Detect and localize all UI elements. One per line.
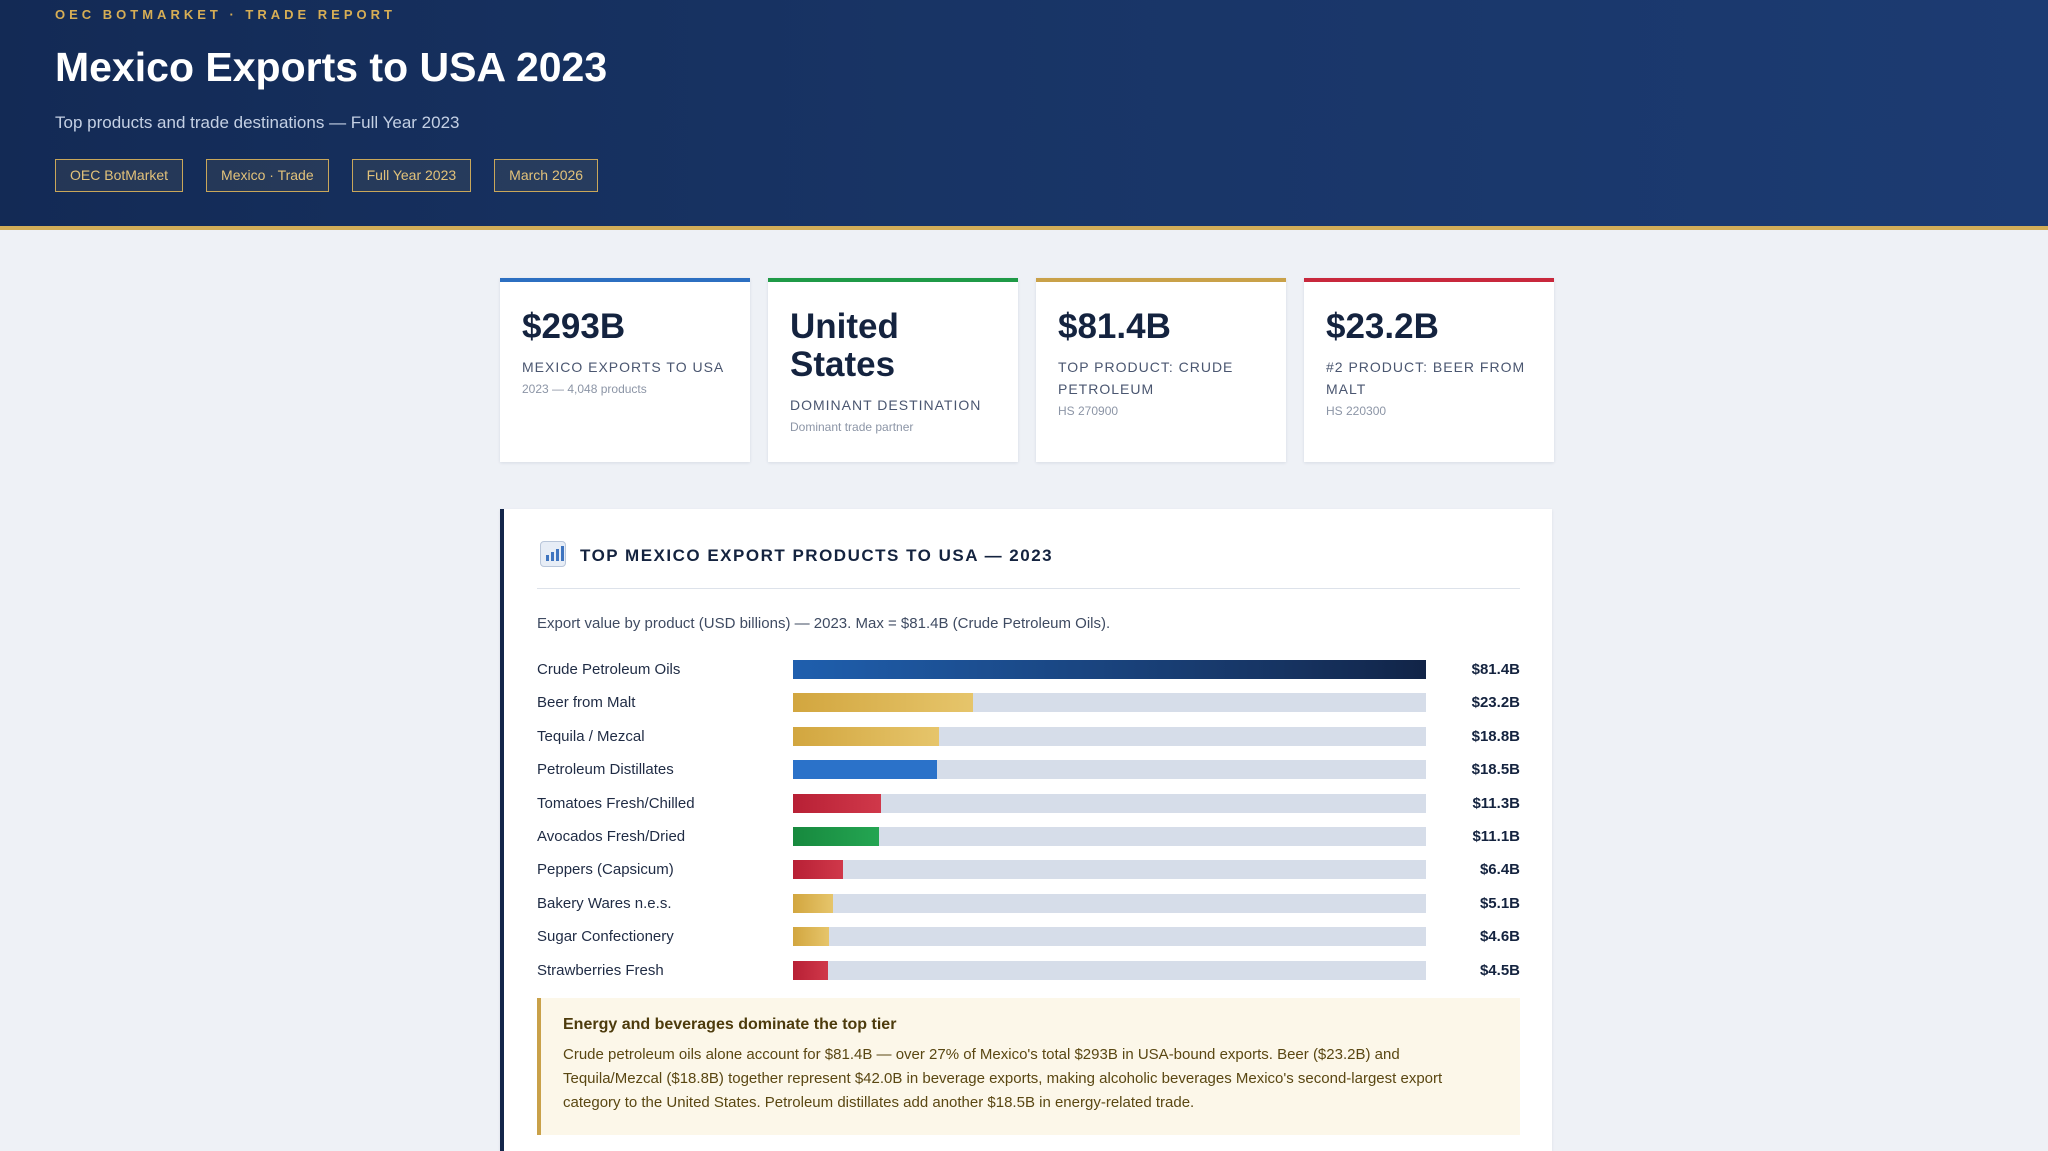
bar-label: Strawberries Fresh [537,961,664,979]
bar-track [793,760,1426,780]
chart-description: Export value by product (USD billions) —… [537,615,1111,632]
bar [793,660,1426,679]
stat-card-second-product: $23.2B #2 PRODUCT: BEER FROM MALT HS 220… [1304,278,1554,462]
bar-value-label: $4.6B [1479,928,1520,946]
stat-card-total-exports: $293B MEXICO EXPORTS TO USA 2023 — 4,048… [500,278,750,462]
bar-track [793,826,1426,846]
stat-label: MEXICO EXPORTS TO USA [522,359,725,375]
bar-track [793,860,1426,880]
bar-value-label: $81.4B [1471,661,1520,678]
stat-sub: HS 270900 [1058,404,1119,418]
page-subtitle: Top products and trade destinations — Fu… [55,113,460,132]
bar-label: Beer from Malt [537,694,636,712]
bar-label: Bakery Wares n.e.s. [537,894,672,912]
bar-label: Petroleum Distillates [537,761,674,779]
bar-value-label: $6.4B [1479,861,1520,879]
bar-track [793,793,1426,813]
bar-value-label: $5.1B [1479,894,1520,912]
bar [793,726,940,746]
insight-callout: Energy and beverages dominate the top ti… [537,998,1520,1135]
bar [793,826,880,846]
panel-header: TOP MEXICO EXPORT PRODUCTS TO USA — 2023 [537,541,1520,589]
bar-value-label: $23.2B [1471,694,1520,712]
header-eyebrow: OEC BOTMARKET · TRADE REPORT [55,7,396,22]
stat-label: DOMINANT DESTINATION [790,397,982,413]
tag-period: Full Year 2023 [351,159,472,192]
bar [793,760,937,780]
bar-label: Tomatoes Fresh/Chilled [537,794,695,812]
stat-card-destination: United States DOMINANT DESTINATION Domin… [768,278,1018,462]
bar-label: Tequila / Mezcal [537,727,645,745]
callout-title: Energy and beverages dominate the top ti… [563,1016,897,1033]
bar [793,893,833,913]
stat-sub: 2023 — 4,048 products [522,382,647,396]
bar-track [793,693,1426,713]
chart-row: Tequila / Mezcal $18.8B [537,725,1520,758]
chart-row: Petroleum Distillates $18.5B [537,758,1520,791]
bar-chart-icon [540,541,566,567]
bar-track [793,660,1426,679]
tag-source: OEC BotMarket [55,159,184,192]
chart-row: Avocados Fresh/Dried $11.1B [537,825,1520,858]
bar [793,793,881,813]
report-header: OEC BOTMARKET · TRADE REPORT Mexico Expo… [0,0,2048,230]
stat-cards: $293B MEXICO EXPORTS TO USA 2023 — 4,048… [500,278,1554,462]
bar-label: Peppers (Capsicum) [537,861,674,879]
callout-body: Crude petroleum oils alone account for $… [563,1046,1443,1111]
panel-title: TOP MEXICO EXPORT PRODUCTS TO USA — 2023 [580,546,1054,565]
bar [793,960,828,980]
bar-value-label: $11.1B [1472,827,1520,845]
bar-track [793,927,1426,947]
export-products-panel: TOP MEXICO EXPORT PRODUCTS TO USA — 2023… [500,509,1552,1151]
bar-track [793,960,1426,980]
chart-row: Sugar Confectionery $4.6B [537,925,1520,958]
chart-row: Peppers (Capsicum) $6.4B [537,858,1520,891]
stat-value: $293B [522,307,626,346]
chart-row: Bakery Wares n.e.s. $5.1B [537,892,1520,925]
bar-value-label: $11.3B [1472,794,1520,812]
bar-label: Sugar Confectionery [537,928,674,946]
stat-value: United States [790,307,899,384]
bar-value-label: $18.8B [1471,727,1520,745]
stat-sub: HS 220300 [1326,404,1387,418]
chart-row: Crude Petroleum Oils $81.4B [537,658,1520,691]
chart-row: Beer from Malt $23.2B [537,691,1520,724]
bar-value-label: $18.5B [1471,761,1520,779]
stat-sub: Dominant trade partner [790,420,914,434]
stat-value: $81.4B [1058,307,1171,346]
stat-value: $23.2B [1326,307,1439,346]
tag-date: March 2026 [494,159,599,192]
bar-value-label: $4.5B [1479,961,1520,979]
export-bar-chart: Crude Petroleum Oils $81.4B Beer from Malt… [537,658,1520,992]
tag-list: OEC BotMarket Mexico · Trade Full Year 2… [55,159,599,192]
stat-label: #2 PRODUCT: BEER FROM MALT [1326,359,1526,397]
page-title: Mexico Exports to USA 2023 [55,44,608,90]
bar [793,927,829,947]
bar [793,693,974,713]
bar-label: Crude Petroleum Oils [537,661,681,678]
bar [793,860,843,880]
stat-label: TOP PRODUCT: CRUDE PETROLEUM [1058,359,1234,397]
bar-track [793,726,1426,746]
tag-topic: Mexico · Trade [206,159,329,192]
chart-row: Strawberries Fresh $4.5B [537,959,1520,992]
stat-card-top-product: $81.4B TOP PRODUCT: CRUDE PETROLEUM HS 2… [1036,278,1286,462]
bar-label: Avocados Fresh/Dried [537,827,686,845]
bar-track [793,893,1426,913]
chart-row: Tomatoes Fresh/Chilled $11.3B [537,792,1520,825]
